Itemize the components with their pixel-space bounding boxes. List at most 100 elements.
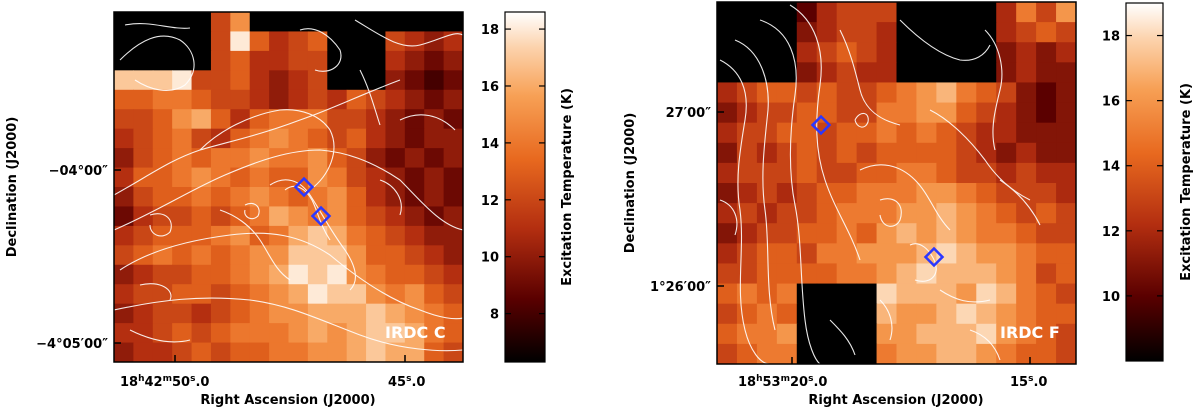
heatmap-cell	[152, 323, 173, 344]
heatmap-cell	[856, 303, 878, 325]
heatmap-cell	[385, 50, 406, 71]
heatmap-cell	[191, 109, 212, 130]
heatmap-cell	[916, 303, 937, 325]
heatmap-cell	[876, 42, 898, 63]
heatmap-cell	[756, 42, 778, 63]
heatmap-cell	[288, 128, 309, 149]
heatmap-cell	[916, 82, 937, 104]
heatmap-cell	[172, 303, 193, 324]
heatmap-cell	[896, 203, 918, 224]
heatmap-cell	[896, 102, 918, 124]
heatmap-cell	[114, 187, 134, 208]
heatmap-cell	[996, 162, 1017, 184]
heatmap-cell	[269, 187, 290, 208]
heatmap-cell	[796, 243, 818, 265]
heatmap-cell	[876, 223, 898, 244]
heatmap-cell	[936, 62, 957, 84]
heatmap-cell	[424, 206, 445, 227]
heatmap-cell	[996, 343, 1017, 364]
colorbar-tick-label: 14	[1102, 160, 1120, 175]
heatmap-cell	[796, 303, 818, 325]
heatmap-cell	[133, 264, 154, 285]
heatmap-cell	[856, 203, 878, 224]
heatmap-cell	[776, 243, 798, 265]
heatmap-cell	[114, 128, 134, 149]
heatmap-cell	[976, 62, 997, 84]
heatmap-cell	[936, 22, 957, 43]
heatmap-cell	[856, 162, 878, 184]
heatmap-cell	[796, 263, 818, 285]
heatmap-cell	[191, 31, 212, 52]
heatmap-cell	[816, 162, 838, 184]
heatmap-cell	[346, 303, 367, 324]
heatmap-cell	[404, 342, 425, 362]
heatmap-cell	[327, 187, 348, 208]
heatmap-cell	[717, 243, 738, 265]
heatmap-cell	[1036, 22, 1057, 43]
heatmap-cell	[1016, 323, 1037, 345]
heatmap-cell	[996, 303, 1017, 325]
heatmap-cell	[307, 12, 328, 33]
heatmap-cell	[114, 109, 134, 130]
heatmap-cell	[191, 89, 212, 110]
heatmap-cell	[249, 50, 270, 71]
heatmap-cell	[1016, 2, 1037, 23]
heatmap-cell	[896, 343, 918, 364]
heatmap-cell	[1056, 102, 1076, 124]
heatmap-cell	[1056, 162, 1076, 184]
heatmap-cell	[269, 303, 290, 324]
heatmap-cell	[366, 187, 387, 208]
heatmap-cell	[210, 89, 231, 110]
heatmap-cell	[1056, 183, 1076, 204]
heatmap-cell	[776, 42, 798, 63]
heatmap-cell	[956, 142, 977, 164]
x-axis: 18h53m20s.0 15s.0 Right Ascension (J2000…	[738, 357, 1047, 408]
heatmap-cell	[736, 303, 758, 325]
heatmap-cell	[404, 206, 425, 227]
heatmap-cell	[936, 203, 957, 224]
heatmap-cell	[230, 70, 251, 91]
contours	[719, 4, 1041, 364]
heatmap-cell	[996, 263, 1017, 285]
heatmap-cell	[776, 343, 798, 364]
heatmap-cell	[269, 109, 290, 130]
heatmap-cell	[385, 303, 406, 324]
heatmap-cell	[796, 42, 818, 63]
heatmap-cell	[836, 62, 858, 84]
heatmap-cell	[249, 206, 270, 227]
heatmap-cell	[114, 70, 134, 91]
heatmap-cell	[876, 162, 898, 184]
heatmap-cell	[210, 109, 231, 130]
heatmap-cell	[896, 263, 918, 285]
heatmap-cell	[916, 122, 937, 144]
heatmap-cell	[936, 2, 957, 23]
heatmap-cell	[307, 284, 328, 305]
heatmap-cell	[114, 148, 134, 169]
heatmap-cell	[916, 243, 937, 265]
colorbar-tick-label: 12	[481, 194, 499, 209]
x-axis-label: Right Ascension (J2000)	[808, 393, 983, 408]
heatmap-cell	[736, 243, 758, 265]
heatmap-cell	[1036, 122, 1057, 144]
heatmap-cell	[249, 342, 270, 362]
heatmap-cell	[443, 31, 463, 52]
heatmap-cell	[404, 167, 425, 188]
heatmap-cell	[916, 183, 937, 204]
heatmap-cell	[856, 122, 878, 144]
heatmap-cell	[1036, 2, 1057, 23]
heatmap-cell	[404, 323, 425, 344]
heatmap-cell	[307, 225, 328, 246]
y-tick-label-1: −04°00″	[49, 164, 109, 179]
heatmap-cell	[1016, 303, 1037, 325]
heatmap-cell	[1016, 343, 1037, 364]
heatmap-cell	[736, 323, 758, 345]
heatmap-cell	[404, 128, 425, 149]
heatmap-cell	[230, 303, 251, 324]
heatmap-cell	[269, 50, 290, 71]
heatmap-cell	[191, 245, 212, 266]
heatmap-cell	[956, 42, 977, 63]
heatmap-cell	[996, 122, 1017, 144]
heatmap-cell	[856, 243, 878, 265]
heatmap-cell	[1016, 263, 1037, 285]
heatmap-cell	[385, 342, 406, 362]
